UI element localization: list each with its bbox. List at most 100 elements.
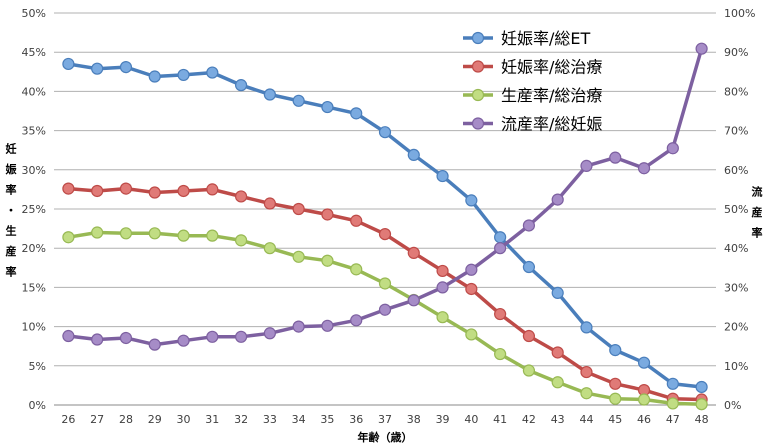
data-point-series-4 bbox=[234, 330, 248, 343]
data-point-series-1 bbox=[91, 62, 104, 75]
data-point-series-1 bbox=[436, 169, 449, 183]
data-point-series-1 bbox=[609, 344, 622, 357]
x-tick-label: 40 bbox=[464, 413, 478, 426]
data-point-series-1 bbox=[378, 126, 392, 139]
data-point-series-2 bbox=[609, 377, 622, 390]
x-tick-label: 46 bbox=[637, 413, 651, 426]
data-point-series-3 bbox=[436, 311, 449, 324]
y-right-tick-label: 10% bbox=[724, 360, 748, 373]
legend-item-2: 妊娠率/総治療 bbox=[463, 58, 602, 77]
data-point-series-2 bbox=[91, 184, 104, 198]
data-point-series-4 bbox=[263, 327, 276, 340]
legend-item-1: 妊娠率/総ET bbox=[463, 29, 591, 48]
data-point-series-1 bbox=[206, 66, 219, 79]
y-left-tick-label: 20% bbox=[22, 242, 46, 255]
y-left-axis-title-char: 生 bbox=[6, 224, 17, 238]
y-left-tick-label: 0% bbox=[29, 399, 46, 412]
series-lines bbox=[66, 46, 704, 406]
data-point-series-2 bbox=[292, 202, 305, 216]
y-right-tick-label: 0% bbox=[724, 399, 741, 412]
data-point-series-2 bbox=[407, 246, 420, 260]
data-point-series-4 bbox=[407, 294, 420, 307]
data-point-series-1 bbox=[580, 321, 593, 334]
legend-label: 妊娠率/総治療 bbox=[501, 58, 602, 77]
y-left-axis-title: 妊娠率・生産率 bbox=[5, 142, 18, 279]
data-point-series-3 bbox=[119, 227, 133, 240]
data-point-series-2 bbox=[119, 182, 133, 195]
series-markers bbox=[62, 42, 708, 411]
data-point-series-3 bbox=[234, 234, 248, 247]
data-point-series-1 bbox=[263, 88, 276, 101]
y-right-axis-title-char: 率 bbox=[752, 226, 763, 240]
data-point-series-1 bbox=[551, 286, 564, 299]
data-point-series-4 bbox=[321, 319, 334, 332]
x-tick-label: 30 bbox=[177, 413, 191, 426]
y-left-axis-title-char: 娠 bbox=[5, 162, 18, 176]
y-right-axis-title-char: 流 bbox=[752, 185, 763, 199]
y-right-tick-label: 80% bbox=[724, 85, 748, 98]
data-point-series-3 bbox=[321, 254, 334, 267]
data-point-series-2 bbox=[177, 184, 190, 198]
legend-swatch-marker bbox=[471, 60, 485, 73]
y-left-tick-label: 40% bbox=[22, 85, 46, 98]
data-point-series-3 bbox=[637, 393, 651, 406]
x-tick-label: 38 bbox=[407, 413, 421, 426]
data-point-series-4 bbox=[62, 329, 75, 343]
data-point-series-3 bbox=[666, 397, 679, 410]
x-tick-label: 31 bbox=[205, 413, 219, 426]
data-point-series-3 bbox=[609, 392, 622, 405]
data-point-series-2 bbox=[148, 186, 161, 199]
data-point-series-3 bbox=[378, 277, 392, 290]
x-tick-label: 45 bbox=[608, 413, 622, 426]
series-line-1 bbox=[66, 62, 704, 389]
data-point-series-2 bbox=[580, 365, 593, 379]
data-point-series-1 bbox=[350, 107, 363, 120]
legend-item-3: 生産率/総治療 bbox=[463, 86, 602, 105]
data-point-series-4 bbox=[292, 320, 305, 333]
data-point-series-3 bbox=[350, 263, 363, 276]
y-left-tick-label: 15% bbox=[22, 281, 46, 294]
data-point-series-4 bbox=[551, 193, 564, 206]
y-right-tick-label: 60% bbox=[724, 164, 748, 177]
data-point-series-4 bbox=[206, 330, 219, 343]
y-left-tick-label: 5% bbox=[29, 360, 46, 373]
data-point-series-4 bbox=[119, 331, 133, 345]
legend-label: 妊娠率/総ET bbox=[501, 29, 591, 48]
x-tick-label: 48 bbox=[695, 413, 709, 426]
data-point-series-4 bbox=[637, 162, 651, 175]
y-left-tick-label: 30% bbox=[22, 164, 46, 177]
y-right-axis-title-char: 産 bbox=[752, 205, 763, 219]
data-point-series-4 bbox=[148, 338, 161, 351]
data-point-series-1 bbox=[522, 260, 536, 274]
y-left-axis-title-char: 率 bbox=[6, 183, 17, 197]
y-left-axis-title-char: 産 bbox=[6, 244, 17, 258]
y-left-tick-label: 35% bbox=[22, 125, 46, 138]
data-point-series-2 bbox=[321, 208, 334, 221]
data-point-series-4 bbox=[465, 263, 478, 276]
data-point-series-2 bbox=[234, 190, 248, 203]
data-point-series-3 bbox=[551, 376, 564, 389]
data-point-series-1 bbox=[407, 148, 420, 162]
series-line-4 bbox=[66, 46, 704, 347]
data-point-series-2 bbox=[465, 282, 478, 296]
x-tick-label: 44 bbox=[579, 413, 593, 426]
legend-label: 生産率/総治療 bbox=[501, 86, 602, 105]
data-point-series-4 bbox=[177, 334, 190, 347]
y-right-tick-label: 50% bbox=[724, 203, 748, 216]
data-point-series-3 bbox=[494, 347, 507, 361]
x-axis-title: 年齢（歳） bbox=[358, 430, 413, 444]
x-tick-label: 43 bbox=[551, 413, 565, 426]
data-point-series-4 bbox=[609, 151, 622, 164]
data-point-series-3 bbox=[91, 226, 104, 239]
y-left-tick-label: 45% bbox=[22, 46, 46, 59]
data-point-series-4 bbox=[91, 333, 104, 346]
x-tick-label: 26 bbox=[61, 413, 75, 426]
data-point-series-1 bbox=[148, 70, 161, 83]
data-point-series-3 bbox=[292, 250, 305, 263]
y-right-tick-label: 30% bbox=[724, 281, 748, 294]
data-point-series-3 bbox=[177, 229, 190, 242]
x-tick-label: 33 bbox=[263, 413, 277, 426]
